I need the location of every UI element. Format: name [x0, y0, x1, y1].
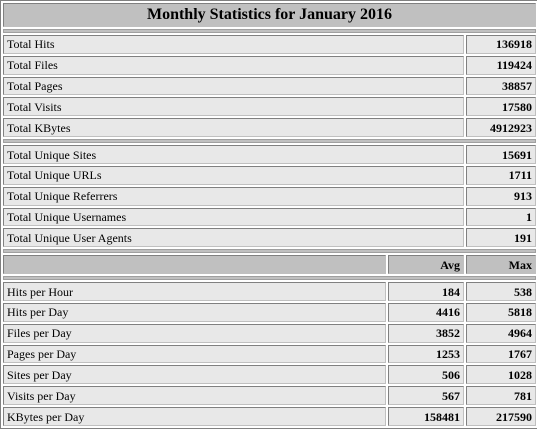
table-row: Files per Day 3852 4964 [3, 323, 536, 343]
row-avg: 506 [388, 365, 464, 385]
section-divider [3, 276, 536, 281]
row-avg: 567 [388, 386, 464, 406]
row-label: Total Pages [3, 76, 464, 96]
section-divider [3, 139, 536, 144]
header-blank-cell [3, 255, 386, 275]
table-row: Total Files 119424 [3, 55, 536, 75]
row-value: 119424 [466, 55, 536, 75]
row-max: 781 [466, 386, 536, 406]
row-max: 4964 [466, 323, 536, 343]
row-label: Total Hits [3, 35, 464, 54]
row-value: 15691 [466, 145, 536, 164]
table-row: Total Unique URLs 1711 [3, 165, 536, 185]
row-avg: 1253 [388, 344, 464, 364]
avg-column-header: Avg [388, 255, 464, 275]
row-label: Total Unique URLs [3, 165, 464, 185]
row-label: Total Files [3, 55, 464, 75]
row-value: 17580 [466, 97, 536, 117]
row-label: Total Unique Usernames [3, 207, 464, 227]
row-max: 5818 [466, 302, 536, 322]
section-divider [3, 249, 536, 254]
table-row: Pages per Day 1253 1767 [3, 344, 536, 364]
table-row: Total KBytes 4912923 [3, 118, 536, 138]
table-title: Monthly Statistics for January 2016 [3, 3, 536, 27]
row-label: Total Visits [3, 97, 464, 117]
row-value: 913 [466, 186, 536, 206]
row-avg: 184 [388, 282, 464, 301]
row-max: 217590 [466, 407, 536, 426]
row-max: 1767 [466, 344, 536, 364]
row-label: Total Unique Sites [3, 145, 464, 164]
table-row: Sites per Day 506 1028 [3, 365, 536, 385]
row-label: Visits per Day [3, 386, 386, 406]
row-max: 1028 [466, 365, 536, 385]
table-row: Hits per Day 4416 5818 [3, 302, 536, 322]
column-header-row: Avg Max [3, 255, 536, 275]
row-label: Total Unique Referrers [3, 186, 464, 206]
table-row: Visits per Day 567 781 [3, 386, 536, 406]
section-divider [3, 29, 536, 33]
row-label: Total Unique User Agents [3, 228, 464, 248]
row-label: KBytes per Day [3, 407, 386, 426]
row-value: 191 [466, 228, 536, 248]
table-row: Total Unique Referrers 913 [3, 186, 536, 206]
table-row: Hits per Hour 184 538 [3, 282, 536, 301]
table-row: Total Unique Sites 15691 [3, 145, 536, 164]
row-label: Total KBytes [3, 118, 464, 138]
row-label: Hits per Hour [3, 282, 386, 301]
row-avg: 3852 [388, 323, 464, 343]
max-column-header: Max [466, 255, 536, 275]
table-row: Total Hits 136918 [3, 35, 536, 54]
table-row: Total Pages 38857 [3, 76, 536, 96]
row-label: Files per Day [3, 323, 386, 343]
table-row: Total Unique User Agents 191 [3, 228, 536, 248]
table-row: KBytes per Day 158481 217590 [3, 407, 536, 426]
row-avg: 158481 [388, 407, 464, 426]
row-value: 136918 [466, 35, 536, 54]
row-max: 538 [466, 282, 536, 301]
row-value: 1711 [466, 165, 536, 185]
row-label: Sites per Day [3, 365, 386, 385]
row-label: Pages per Day [3, 344, 386, 364]
row-value: 38857 [466, 76, 536, 96]
row-value: 4912923 [466, 118, 536, 138]
row-avg: 4416 [388, 302, 464, 322]
row-value: 1 [466, 207, 536, 227]
table-row: Total Visits 17580 [3, 97, 536, 117]
table-row: Total Unique Usernames 1 [3, 207, 536, 227]
row-label: Hits per Day [3, 302, 386, 322]
